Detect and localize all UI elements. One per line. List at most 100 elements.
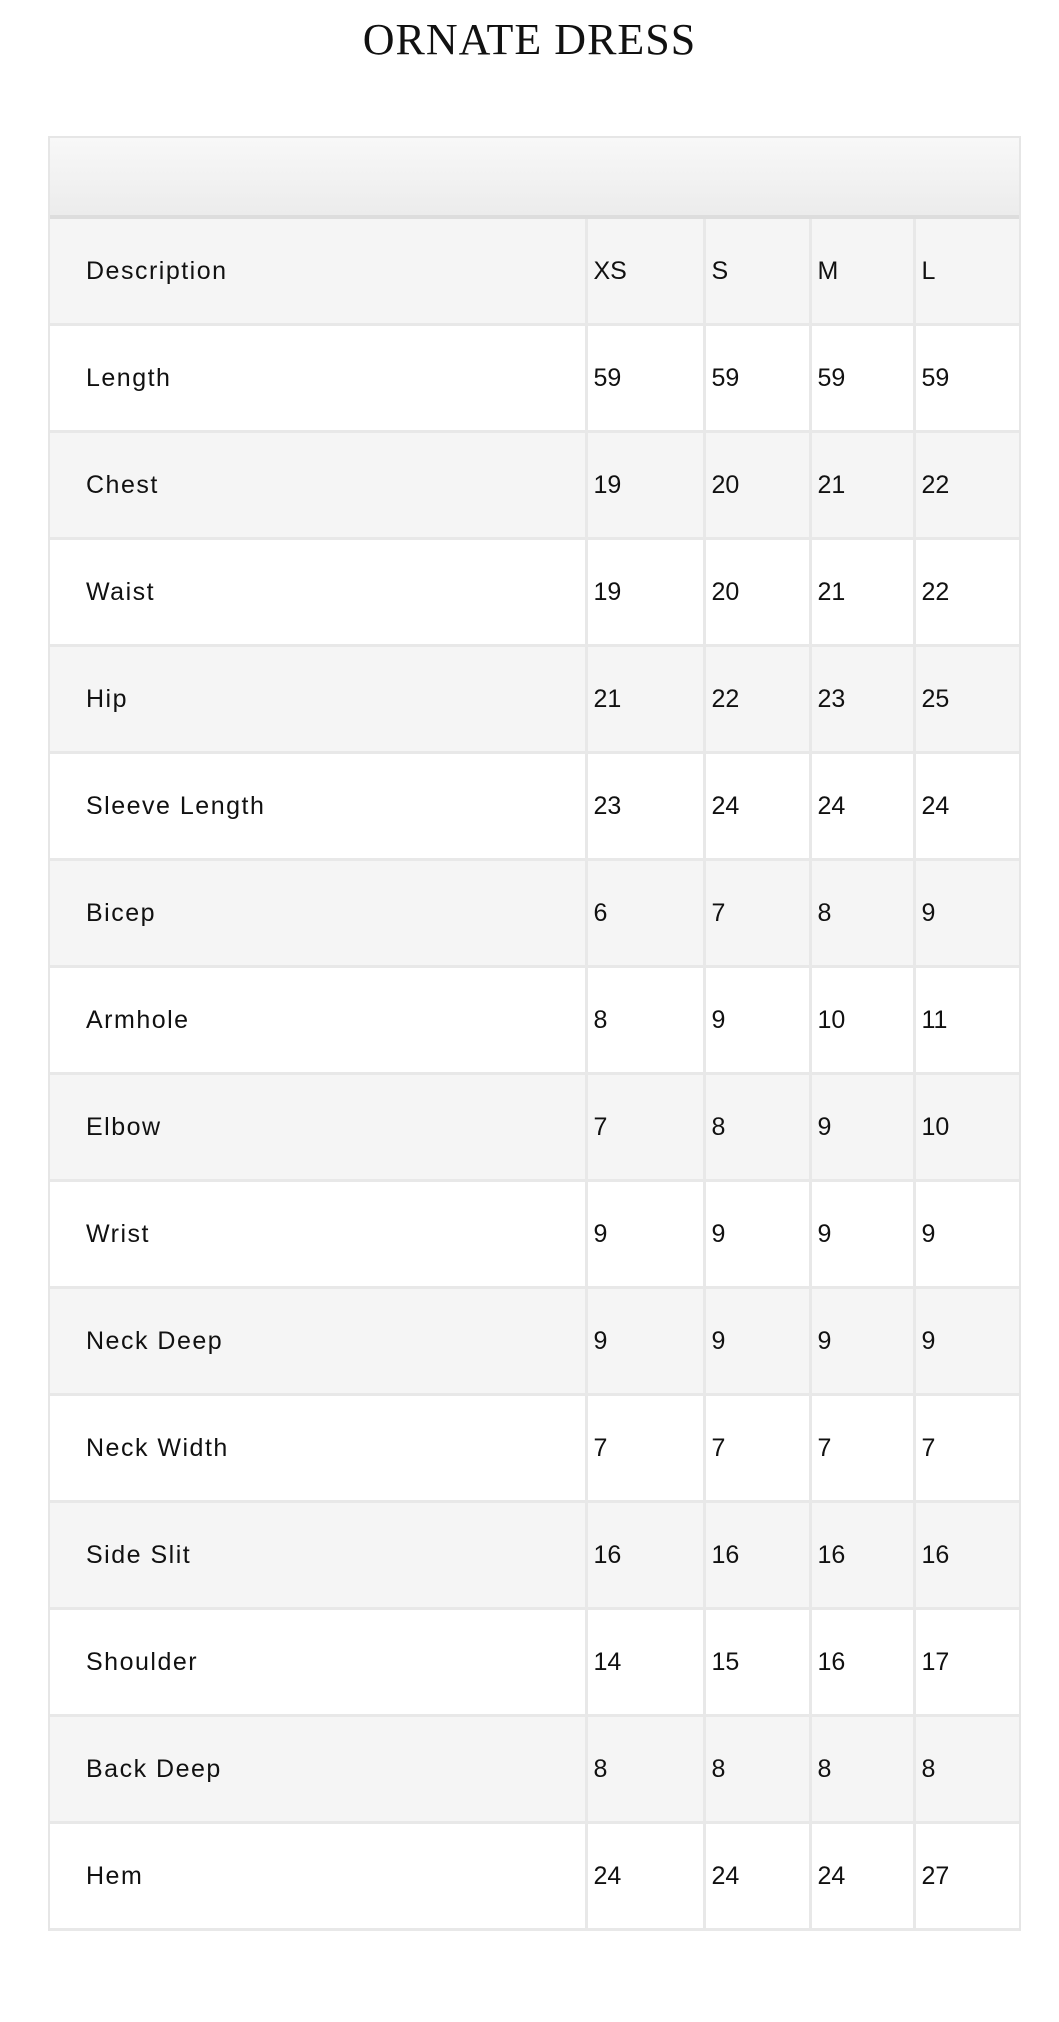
size-value: 20 — [702, 430, 812, 540]
size-value: 59 — [702, 323, 812, 433]
size-value: 23 — [584, 751, 706, 861]
size-value: 7 — [912, 1393, 1019, 1503]
size-value: 16 — [808, 1500, 916, 1610]
row-label: Side Slit — [50, 1500, 588, 1610]
size-value: 9 — [584, 1179, 706, 1289]
table-row: Hip 21 22 23 25 — [50, 644, 1019, 754]
size-value: 16 — [808, 1607, 916, 1717]
size-value: 8 — [808, 858, 916, 968]
size-value: 19 — [584, 430, 706, 540]
row-label: Length — [50, 323, 588, 433]
row-label: Shoulder — [50, 1607, 588, 1717]
row-label: Waist — [50, 537, 588, 647]
size-value: 24 — [808, 1821, 916, 1931]
table-row: Neck Deep 9 9 9 9 — [50, 1286, 1019, 1396]
table-row: Back Deep 8 8 8 8 — [50, 1714, 1019, 1824]
size-value: XS — [584, 219, 706, 326]
row-label: Armhole — [50, 965, 588, 1075]
size-value: 24 — [702, 751, 812, 861]
table-row: Neck Width 7 7 7 7 — [50, 1393, 1019, 1503]
size-value: 7 — [584, 1072, 706, 1182]
size-value: 16 — [912, 1500, 1019, 1610]
size-chart: Description XS S M L Length 59 59 59 59 Chest 19 20 2… — [48, 136, 1021, 1931]
row-label: Bicep — [50, 858, 588, 968]
row-label: Hip — [50, 644, 588, 754]
size-value: 24 — [912, 751, 1019, 861]
size-value: 21 — [584, 644, 706, 754]
row-label: Elbow — [50, 1072, 588, 1182]
size-value: 8 — [702, 1714, 812, 1824]
table-row: Waist 19 20 21 22 — [50, 537, 1019, 647]
size-value: 9 — [702, 1286, 812, 1396]
header-row: Description XS S M L — [50, 219, 1019, 326]
row-label: Back Deep — [50, 1714, 588, 1824]
table-row: Bicep 6 7 8 9 — [50, 858, 1019, 968]
size-value: 59 — [808, 323, 916, 433]
size-value: L — [912, 219, 1019, 326]
size-value: 24 — [702, 1821, 812, 1931]
size-value: 59 — [584, 323, 706, 433]
table-row: Elbow 7 8 9 10 — [50, 1072, 1019, 1182]
table-row: Side Slit 16 16 16 16 — [50, 1500, 1019, 1610]
size-value: 20 — [702, 537, 812, 647]
row-label: Chest — [50, 430, 588, 540]
size-value: 7 — [702, 858, 812, 968]
size-value: 21 — [808, 430, 916, 540]
size-value: 9 — [808, 1179, 916, 1289]
row-label: Wrist — [50, 1179, 588, 1289]
page-title: ORNATE DRESS — [362, 15, 697, 64]
size-value: 10 — [912, 1072, 1019, 1182]
table-row: Length 59 59 59 59 — [50, 323, 1019, 433]
size-value: 9 — [808, 1072, 916, 1182]
table-header-band — [50, 138, 1019, 219]
table-row: Sleeve Length 23 24 24 24 — [50, 751, 1019, 861]
table-row: Shoulder 14 15 16 17 — [50, 1607, 1019, 1717]
size-value: 24 — [808, 751, 916, 861]
size-value: 6 — [584, 858, 706, 968]
size-value: 21 — [808, 537, 916, 647]
size-table: Description XS S M L Length 59 59 59 59 Chest 19 20 2… — [50, 219, 1019, 1931]
size-value: 19 — [584, 537, 706, 647]
size-value: 59 — [912, 323, 1019, 433]
size-value: 15 — [702, 1607, 812, 1717]
row-label: Description — [50, 219, 588, 326]
size-value: 16 — [702, 1500, 812, 1610]
size-value: 8 — [584, 965, 706, 1075]
size-value: 7 — [702, 1393, 812, 1503]
size-value: 9 — [912, 1179, 1019, 1289]
row-label: Hem — [50, 1821, 588, 1931]
size-value: 22 — [702, 644, 812, 754]
size-value: 9 — [912, 1286, 1019, 1396]
size-value: 22 — [912, 430, 1019, 540]
size-value: 25 — [912, 644, 1019, 754]
size-value: 9 — [702, 965, 812, 1075]
size-value: 11 — [912, 965, 1019, 1075]
row-label: Neck Width — [50, 1393, 588, 1503]
table-row: Wrist 9 9 9 9 — [50, 1179, 1019, 1289]
size-value: 8 — [912, 1714, 1019, 1824]
row-label: Sleeve Length — [50, 751, 588, 861]
size-value: 16 — [584, 1500, 706, 1610]
size-value: 22 — [912, 537, 1019, 647]
size-value: 8 — [702, 1072, 812, 1182]
size-value: 24 — [584, 1821, 706, 1931]
table-row: Hem 24 24 24 27 — [50, 1821, 1019, 1931]
size-value: 9 — [912, 858, 1019, 968]
size-value: 17 — [912, 1607, 1019, 1717]
size-value: 8 — [808, 1714, 916, 1824]
size-value: 27 — [912, 1821, 1019, 1931]
size-value: 7 — [584, 1393, 706, 1503]
table-row: Chest 19 20 21 22 — [50, 430, 1019, 540]
size-value: 8 — [584, 1714, 706, 1824]
size-value: 9 — [808, 1286, 916, 1396]
row-label: Neck Deep — [50, 1286, 588, 1396]
size-value: 9 — [584, 1286, 706, 1396]
size-value: 23 — [808, 644, 916, 754]
size-value: 9 — [702, 1179, 812, 1289]
size-value: S — [702, 219, 812, 326]
size-value: 7 — [808, 1393, 916, 1503]
size-value: 10 — [808, 965, 916, 1075]
size-value: 14 — [584, 1607, 706, 1717]
size-value: M — [808, 219, 916, 326]
table-row: Armhole 8 9 10 11 — [50, 965, 1019, 1075]
